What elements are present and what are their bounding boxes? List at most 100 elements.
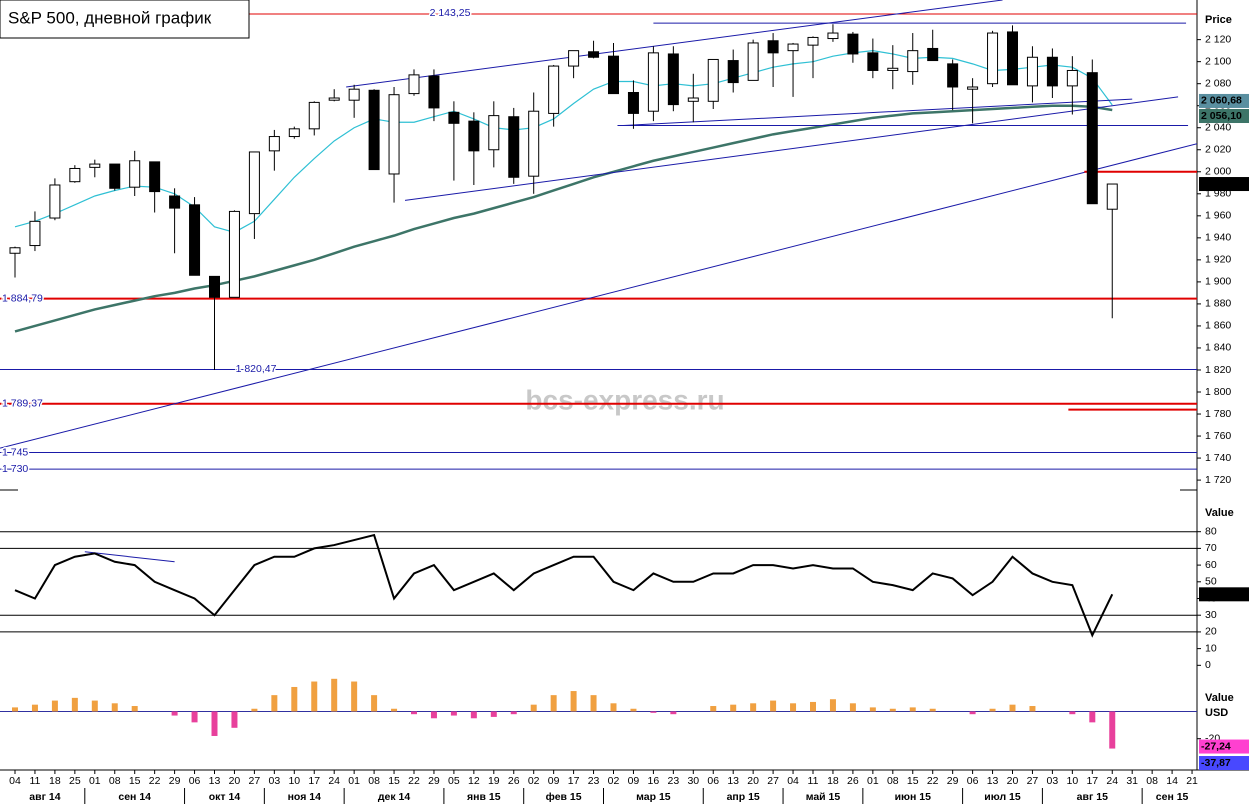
y-tick-label: 2 000	[1205, 166, 1231, 178]
month-label: июл 15	[984, 791, 1021, 803]
x-tick-label: 09	[548, 775, 560, 787]
bar	[510, 711, 517, 715]
candle-body	[747, 42, 759, 81]
x-tick-label: 03	[269, 775, 281, 787]
value-marker	[1199, 177, 1249, 192]
candle-body	[1066, 69, 1078, 87]
x-tick-label: 17	[1086, 775, 1098, 787]
candle-body	[268, 136, 280, 152]
x-tick-label: 06	[189, 775, 201, 787]
candle-body	[1026, 56, 1038, 87]
x-tick-label: 24	[1106, 775, 1118, 787]
candle-body	[588, 51, 600, 58]
panel	[0, 678, 1197, 749]
candle-body	[9, 247, 21, 254]
x-tick-label: 23	[668, 775, 680, 787]
x-tick-label: 17	[308, 775, 320, 787]
axis-unit: USD	[1205, 707, 1228, 719]
candle-body	[129, 160, 141, 188]
x-tick-label: 24	[328, 775, 340, 787]
bar	[171, 711, 178, 716]
candle-body	[288, 128, 300, 138]
candle-body	[608, 55, 619, 95]
bar	[790, 703, 797, 712]
month-label: сен 14	[118, 791, 151, 803]
bar	[351, 681, 358, 712]
y-tick-label: 1 900	[1205, 276, 1231, 288]
x-tick-label: 29	[428, 775, 440, 787]
x-tick-label: 26	[508, 775, 520, 787]
level-label: 1 745	[2, 446, 28, 458]
y-tick-label: 1 720	[1205, 474, 1231, 486]
month-label: мар 15	[636, 791, 671, 803]
bar	[411, 711, 417, 715]
candle-body	[887, 67, 899, 71]
month-label: сен 15	[1156, 791, 1189, 803]
bar	[131, 706, 138, 712]
bar	[670, 711, 677, 715]
x-tick-label: 01	[867, 775, 879, 787]
x-tick-label: 18	[49, 775, 61, 787]
x-tick-label: 15	[129, 775, 141, 787]
bar	[311, 681, 318, 712]
candle-body	[209, 275, 220, 298]
candle-body	[189, 204, 201, 276]
bar	[291, 686, 298, 712]
bar	[630, 708, 637, 712]
candle-body	[49, 184, 61, 219]
x-tick-label: 20	[747, 775, 759, 787]
candle-body	[488, 115, 500, 151]
candle-body	[568, 50, 580, 67]
candle-body	[448, 111, 460, 124]
x-tick-label: 13	[727, 775, 739, 787]
candle-body	[169, 195, 181, 209]
bar	[271, 695, 278, 712]
bar	[490, 711, 497, 717]
moving-average	[14, 104, 1113, 333]
y-tick-label: 2 040	[1205, 122, 1231, 134]
x-tick-label: 25	[69, 775, 81, 787]
chart-title: S&P 500, дневной график	[8, 8, 212, 27]
level-label: 1 789,37	[2, 397, 43, 409]
bar	[750, 703, 757, 712]
candle-body	[987, 32, 999, 85]
bar	[909, 707, 916, 712]
y-tick-label: 1 920	[1205, 254, 1231, 266]
y-tick-label: 1 780	[1205, 408, 1231, 420]
candle-body	[847, 33, 859, 55]
bar	[550, 695, 557, 712]
x-tick-label: 31	[1126, 775, 1138, 787]
rsi-line	[14, 533, 1114, 638]
y-tick-label: 30	[1205, 609, 1217, 621]
x-tick-label: 09	[628, 775, 640, 787]
bar	[889, 708, 896, 712]
bar	[71, 697, 78, 712]
bar	[91, 700, 98, 712]
candle-body	[428, 75, 440, 109]
bar	[371, 695, 378, 712]
x-tick-label: 04	[9, 775, 21, 787]
value-marker-label: -27,24	[1201, 740, 1231, 752]
candle-body	[109, 163, 121, 189]
trend-line	[623, 98, 1133, 127]
month-label: июн 15	[895, 791, 932, 803]
month-label: фев 15	[546, 791, 582, 803]
x-tick-label: 19	[488, 775, 500, 787]
value-marker	[1199, 109, 1249, 124]
month-label: окт 14	[209, 791, 241, 803]
value-marker	[1199, 587, 1249, 602]
month-label: авг 14	[29, 791, 60, 803]
y-tick-label: 1 740	[1205, 452, 1231, 464]
value-marker	[1199, 739, 1249, 754]
bar	[191, 711, 198, 723]
candle-body	[927, 47, 939, 62]
y-tick-label: 1 880	[1205, 298, 1231, 310]
y-tick-label: 1 760	[1205, 430, 1231, 442]
bar	[51, 700, 58, 712]
bar	[770, 700, 777, 712]
value-marker	[1199, 93, 1249, 108]
candle-body	[807, 36, 819, 46]
candle-body	[228, 210, 240, 298]
y-tick-label: 1 820	[1205, 364, 1231, 376]
